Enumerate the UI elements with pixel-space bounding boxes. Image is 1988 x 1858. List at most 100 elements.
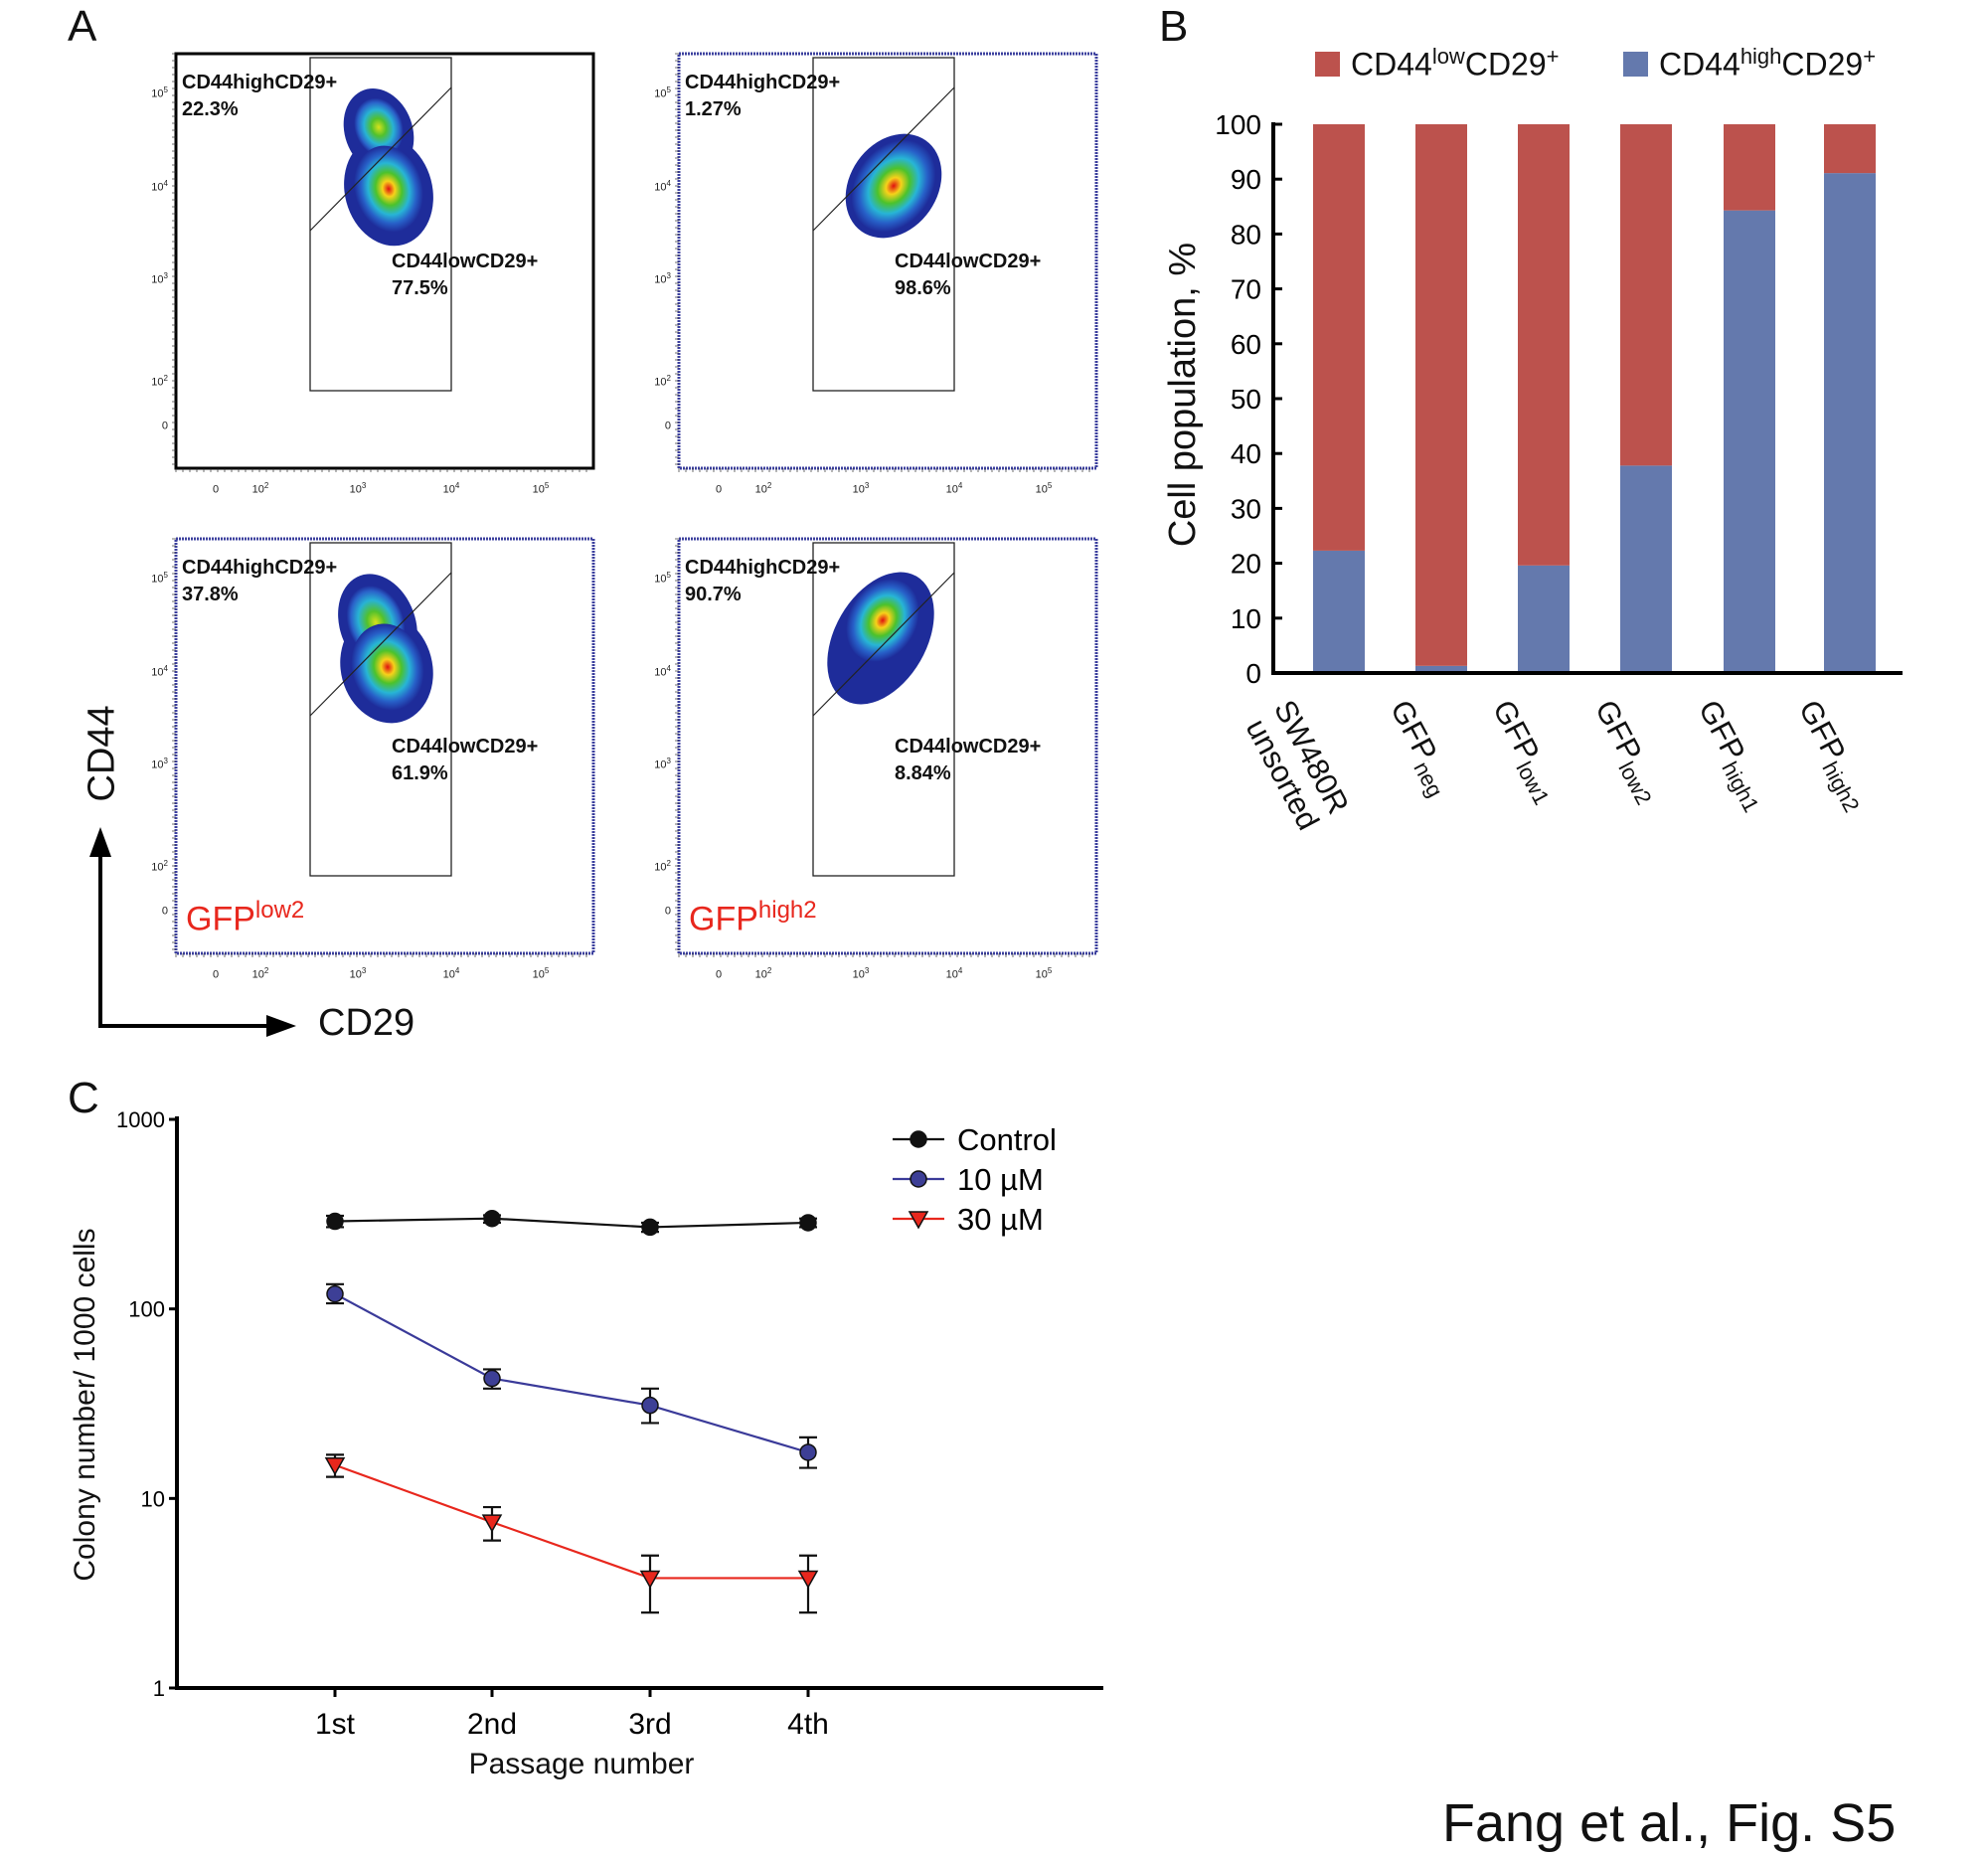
density-core [351, 623, 424, 711]
bar-segment-high [1620, 465, 1672, 673]
y-tick-label: 103 [151, 757, 168, 771]
y-tick-label: 70 [1231, 274, 1261, 305]
flow-plot: 105 104 103 102 0 0 102 103 104 105 CD44highCD29+ 9… [654, 537, 1098, 981]
x-tick-label: 103 [349, 481, 367, 496]
bar-segment-high [1415, 665, 1467, 673]
legend-swatch [1623, 52, 1648, 77]
x-tick-label: 102 [251, 481, 269, 496]
gate-high-name: CD44highCD29+ [685, 557, 841, 579]
flow-plot: 105 104 103 102 0 0 102 103 104 105 CD44highCD29+ 2… [151, 52, 595, 496]
data-point [483, 1209, 501, 1228]
x-tick-label: 4th [787, 1708, 829, 1741]
x-tick-label: 103 [349, 966, 367, 981]
x-tick-label: 105 [532, 481, 550, 496]
y-tick-label: 0 [161, 905, 168, 918]
x-tick-label: 103 [852, 966, 870, 981]
x-tick-label: 1st [315, 1708, 356, 1741]
data-point [641, 1218, 659, 1237]
x-tick-label: 0 [715, 483, 723, 496]
y-tick-label: 0 [664, 420, 671, 432]
gate-low-percent: 77.5% [392, 277, 448, 299]
gate-low-name: CD44lowCD29+ [895, 736, 1042, 758]
x-tick-label: 0 [715, 968, 723, 981]
gate-low-label: CD44lowCD29+ 8.84% [895, 734, 1041, 787]
x-tick-label: 105 [1035, 966, 1053, 981]
x-tick-label: 102 [754, 966, 772, 981]
y-tick-label: 105 [654, 571, 671, 586]
x-tick-label: 102 [754, 481, 772, 496]
legend-label: 30 µM [957, 1202, 1044, 1237]
data-point [324, 1457, 346, 1476]
y-tick-label: 30 [1231, 493, 1261, 524]
gate-rectangle [812, 57, 955, 392]
series-line [334, 1217, 809, 1229]
gate-rectangle [309, 57, 452, 392]
bar-segment-low [1518, 124, 1570, 566]
bar-segment-low [1415, 124, 1467, 666]
data-point [641, 1396, 659, 1415]
y-tick-label: 105 [654, 85, 671, 100]
gate-high-percent: 90.7% [685, 584, 742, 605]
y-tick-label: 104 [654, 179, 671, 194]
x-tick-label: 104 [945, 966, 963, 981]
legend-swatch [1315, 52, 1340, 77]
bar-segment-low [1724, 124, 1775, 211]
data-point [799, 1443, 817, 1461]
series-line [334, 1292, 809, 1454]
x-tick-label: 3rd [628, 1708, 671, 1741]
panel-b-letter: B [1159, 2, 1189, 51]
y-tick-label: 102 [151, 374, 168, 389]
y-tick-label: 104 [151, 664, 168, 679]
gate-low-label: CD44lowCD29+ 61.9% [392, 734, 538, 787]
bar-segment-high [1313, 550, 1365, 673]
data-point [326, 1284, 344, 1303]
x-tick-label: 104 [442, 966, 460, 981]
gate-high-label: CD44highCD29+ 37.8% [182, 555, 337, 608]
flow-plot: 105 104 103 102 0 0 102 103 104 105 CD44highCD29+ 3… [151, 537, 595, 981]
gate-high-label: CD44highCD29+ 1.27% [685, 70, 840, 123]
y-tick-label: 102 [654, 374, 671, 389]
x-tick-label: 105 [532, 966, 550, 981]
data-point [481, 1514, 503, 1533]
data-point [799, 1214, 817, 1232]
y-tick-label: 1000 [116, 1107, 165, 1132]
y-tick-label: 102 [151, 859, 168, 874]
x-tick-label: 103 [852, 481, 870, 496]
gate-low-name: CD44lowCD29+ [895, 251, 1042, 272]
gate-low-name: CD44lowCD29+ [392, 251, 539, 272]
x-axis-label-cd29: CD29 [318, 1002, 415, 1044]
x-tick-label: 0 [212, 968, 220, 981]
y-tick-label: 103 [654, 271, 671, 286]
gate-diagonal [812, 86, 955, 232]
gate-low-label: CD44lowCD29+ 77.5% [392, 249, 538, 302]
x-tick-label: 104 [945, 481, 963, 496]
legend-marker [910, 1130, 927, 1148]
data-point [326, 1212, 344, 1231]
y-tick-label: 104 [654, 664, 671, 679]
y-tick-label: 100 [1215, 109, 1261, 140]
density-core [354, 145, 423, 233]
gate-rectangle [309, 542, 452, 877]
gate-low-percent: 98.6% [895, 277, 951, 299]
bar-segment-low [1620, 124, 1672, 466]
density-core [846, 579, 919, 662]
y-tick-label: 105 [151, 85, 168, 100]
sample-label: GFPhigh2 [689, 897, 817, 938]
x-arrow-head-icon [266, 1015, 296, 1037]
figure-credit: Fang et al., Fig. S5 [1442, 1793, 1897, 1853]
gate-high-percent: 1.27% [685, 98, 742, 120]
gate-low-name: CD44lowCD29+ [392, 736, 539, 758]
y-tick-label: 100 [128, 1297, 165, 1322]
y-tick-label: 50 [1231, 384, 1261, 415]
gate-low-percent: 8.84% [895, 762, 951, 784]
y-tick-label: 10 [141, 1486, 165, 1511]
gate-diagonal [309, 86, 452, 232]
y-axis-label: Colony number/ 1000 cells [69, 1228, 101, 1582]
x-tick-label: 2nd [467, 1708, 517, 1741]
gate-high-percent: 37.8% [182, 584, 239, 605]
data-point [483, 1369, 501, 1388]
panel-c-letter: C [68, 1074, 99, 1122]
flow-plot: 105 104 103 102 0 0 102 103 104 105 CD44highCD29+ 1… [654, 52, 1098, 496]
